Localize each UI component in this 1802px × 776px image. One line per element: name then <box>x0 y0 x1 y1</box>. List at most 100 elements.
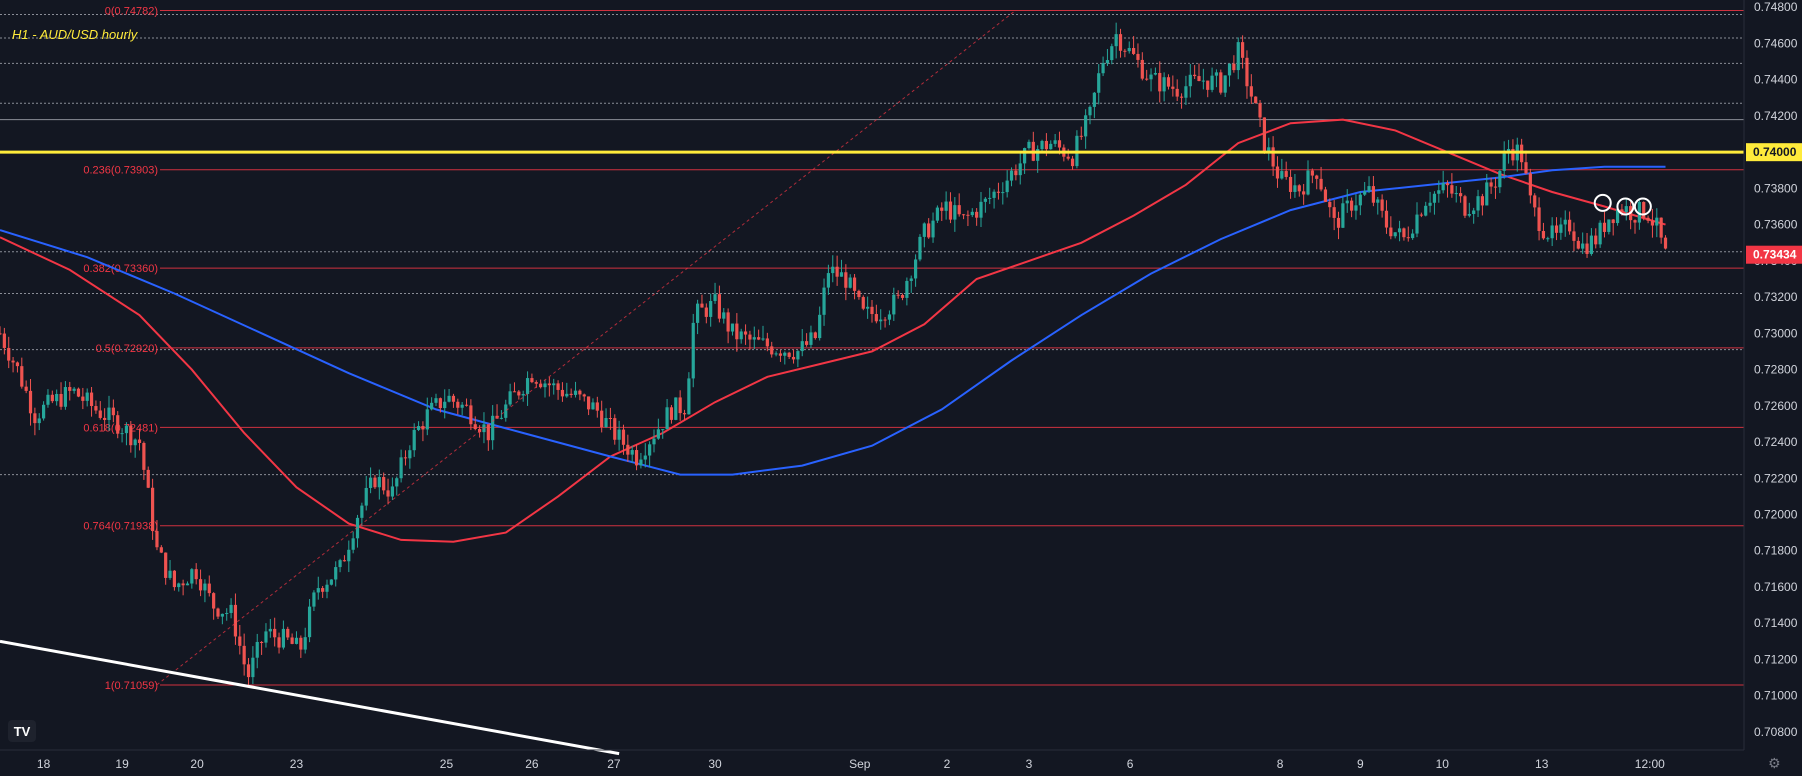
candle-body <box>137 439 142 443</box>
candle-body <box>735 323 739 340</box>
candle-body <box>464 404 469 406</box>
support-price-tag <box>1746 143 1802 162</box>
candle-body <box>953 205 957 220</box>
candle-body <box>1546 238 1550 240</box>
candle-body <box>1136 53 1140 60</box>
candle-body <box>813 332 817 339</box>
highlight-circle <box>1593 193 1612 212</box>
candle-body <box>1363 191 1367 195</box>
candle-body <box>1367 186 1371 192</box>
candle-body <box>1262 117 1266 152</box>
candle-body <box>866 306 870 309</box>
date-tick-label: 26 <box>525 757 539 771</box>
settings-gear-icon[interactable]: ⚙ <box>1768 756 1781 772</box>
candle-body <box>177 583 181 588</box>
candle-body <box>1602 222 1607 232</box>
candle-body <box>1655 217 1659 226</box>
candle-body <box>1297 185 1301 192</box>
candle-body <box>151 487 155 532</box>
candle-body <box>791 356 796 360</box>
trendline[interactable] <box>0 639 620 756</box>
candle-body <box>251 657 255 678</box>
candle-body <box>238 636 242 646</box>
candle-body <box>1345 200 1349 204</box>
time-axis[interactable]: 18 19 20 23 25 26 27 30 Sep 2 3 6 8 9 10 13 12:00 <box>37 757 1665 771</box>
candle-body <box>1354 205 1358 211</box>
price-tick-label: 0.72800 <box>1754 363 1798 377</box>
candle-body <box>1162 77 1166 92</box>
candle-body <box>604 418 608 427</box>
candle-body <box>438 398 442 409</box>
candle-body <box>591 402 595 410</box>
candle-body <box>364 487 368 506</box>
candle-body <box>255 641 259 658</box>
price-tick-label: 0.73200 <box>1754 290 1798 304</box>
candle-body <box>1528 173 1532 196</box>
candle-body <box>687 378 691 415</box>
candle-body <box>377 477 381 488</box>
candle-body <box>608 418 612 420</box>
fibonacci-levels: 0(0.74782) 0.236(0.73903) 0.382(0.73360) 0.… <box>83 6 1744 692</box>
candle-body <box>1411 233 1415 239</box>
candle-body <box>342 560 347 562</box>
candle-body <box>1607 219 1611 232</box>
candle-body <box>1302 191 1306 195</box>
candle-body <box>220 613 224 617</box>
candle-body <box>399 457 403 479</box>
candle-body <box>578 390 582 395</box>
candle-body <box>456 401 460 408</box>
candle-body <box>491 415 495 441</box>
candle-body <box>233 604 238 637</box>
candle-body <box>874 314 878 322</box>
candle-body <box>0 333 2 335</box>
candle-body <box>1537 207 1541 232</box>
candle-body <box>800 341 804 352</box>
candle-body <box>1554 225 1559 233</box>
price-axis[interactable]: 0.74800 0.74600 0.74400 0.74200 0.74000 0.738… <box>1746 0 1802 739</box>
candle-body <box>1219 72 1223 93</box>
candle-body <box>181 583 185 586</box>
candle-body <box>1293 185 1297 192</box>
price-tick-label: 0.74400 <box>1754 73 1798 87</box>
candle-body <box>682 413 687 415</box>
date-tick-label: 25 <box>440 757 454 771</box>
candle-body <box>142 442 146 470</box>
candle-body <box>1158 72 1162 92</box>
candle-body <box>443 401 447 409</box>
candle-body <box>761 338 765 340</box>
candle-body <box>1271 147 1275 167</box>
fib-level-label: 1(0.71059) <box>105 680 158 692</box>
candle-body <box>630 450 634 455</box>
candle-body <box>639 459 643 466</box>
candle-body <box>852 277 857 291</box>
candle-body <box>757 337 761 340</box>
candle-body <box>225 612 229 614</box>
candle-body <box>656 429 660 439</box>
tradingview-logo-icon[interactable]: TV <box>8 720 36 742</box>
candle-body <box>203 583 207 591</box>
fib-level-label: 0.618(0.72481) <box>83 422 158 434</box>
candle-body <box>207 583 211 594</box>
candle-body <box>1646 217 1650 221</box>
candle-body <box>765 338 769 347</box>
candle-body <box>212 593 216 609</box>
candle-body <box>124 425 129 434</box>
price-tick-label: 0.71400 <box>1754 616 1798 630</box>
candle-body <box>1288 176 1293 192</box>
candle-body <box>1550 225 1554 239</box>
candle-body <box>1489 182 1493 187</box>
candle-body <box>37 418 41 424</box>
candle-body <box>1341 203 1345 228</box>
date-tick-label: Sep <box>849 757 871 771</box>
price-tick-label: 0.73600 <box>1754 218 1798 232</box>
candle-body <box>478 429 482 433</box>
candle-body <box>573 390 578 395</box>
candle-body <box>325 584 329 592</box>
candle-body <box>395 478 399 487</box>
candle-body <box>15 362 20 367</box>
candle-body <box>1524 162 1528 174</box>
candle-body <box>1057 140 1062 148</box>
candle-body <box>229 604 233 613</box>
